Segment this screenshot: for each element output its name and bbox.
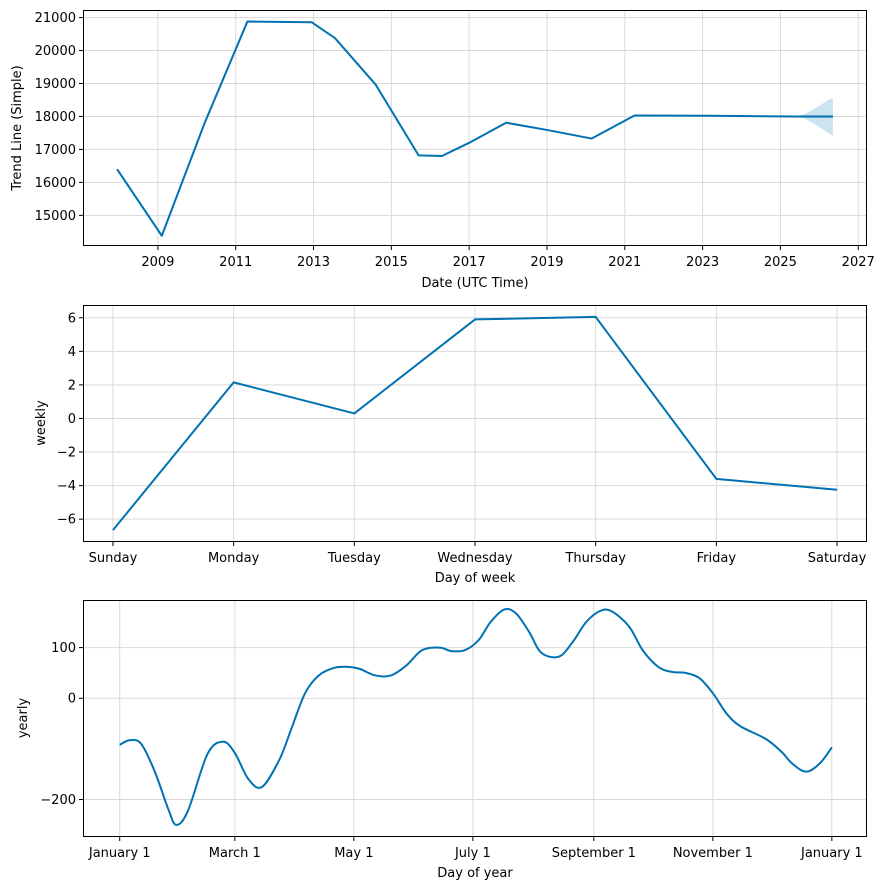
y-tick-label: 18000 <box>35 110 76 125</box>
y-tick-label: 21000 <box>35 11 76 26</box>
x-tick-label: Saturday <box>808 551 867 566</box>
weekly-ticks: Sunday Monday Tuesday Wednesday Thursday Frid… <box>57 311 867 566</box>
yearly-y-axis-label: yearly <box>16 698 31 739</box>
y-tick-label: −4 <box>57 479 76 494</box>
yearly-panel: January 1 March 1 May 1 July 1 September 1 No… <box>16 600 867 881</box>
y-tick-label: 19000 <box>35 77 76 92</box>
x-tick-label: March 1 <box>209 846 261 861</box>
trend-panel: 2009 2011 2013 2015 2017 2019 2021 2023 2025 2027… <box>10 10 875 291</box>
x-tick-label: May 1 <box>334 846 373 861</box>
weekly-panel: Sunday Monday Tuesday Wednesday Thursday Frid… <box>34 305 867 586</box>
x-tick-label: 2025 <box>764 255 797 270</box>
x-tick-label: 2017 <box>453 255 486 270</box>
x-tick-label: Monday <box>208 551 260 566</box>
x-tick-label: November 1 <box>673 846 753 861</box>
x-tick-label: January 1 <box>800 846 863 861</box>
y-tick-label: 2 <box>68 378 76 393</box>
trend-plot-frame <box>83 10 867 246</box>
y-tick-label: 17000 <box>35 143 76 158</box>
x-tick-label: Thursday <box>564 551 626 566</box>
y-tick-label: 0 <box>68 412 76 427</box>
trend-ticks: 2009 2011 2013 2015 2017 2019 2021 2023 2025 2027… <box>35 11 875 270</box>
x-tick-label: 2023 <box>686 255 719 270</box>
x-tick-label: 2009 <box>141 255 174 270</box>
y-tick-label: 20000 <box>35 44 76 59</box>
x-tick-label: 2027 <box>842 255 875 270</box>
yearly-series-line <box>119 607 833 826</box>
y-tick-label: −2 <box>57 446 76 461</box>
x-tick-label: 2015 <box>375 255 408 270</box>
x-tick-label: Sunday <box>89 551 138 566</box>
y-tick-label: 4 <box>68 345 76 360</box>
x-tick-label: 2019 <box>530 255 563 270</box>
y-tick-label: 15000 <box>35 209 76 224</box>
trend-y-axis-label: Trend Line (Simple) <box>10 65 25 191</box>
yearly-plot-frame <box>83 600 867 837</box>
x-tick-label: 2011 <box>219 255 252 270</box>
weekly-y-axis-label: weekly <box>34 400 49 446</box>
yearly-grid <box>84 601 866 836</box>
x-tick-label: Friday <box>697 551 737 566</box>
x-tick-label: 2013 <box>297 255 330 270</box>
x-tick-label: January 1 <box>88 846 151 861</box>
y-tick-label: −200 <box>40 793 76 808</box>
trend-grid <box>84 11 866 245</box>
weekly-grid <box>84 306 866 541</box>
y-tick-label: 0 <box>68 692 76 707</box>
trend-x-axis-label: Date (UTC Time) <box>421 276 528 291</box>
trend-series-line <box>116 20 833 237</box>
y-tick-label: 100 <box>51 641 76 656</box>
yearly-ticks: January 1 March 1 May 1 July 1 September 1 No… <box>40 641 862 861</box>
y-tick-label: 16000 <box>35 176 76 191</box>
weekly-series-line <box>112 315 838 531</box>
x-tick-label: July 1 <box>454 846 491 861</box>
x-tick-label: Wednesday <box>437 551 513 566</box>
weekly-x-axis-label: Day of week <box>435 571 516 586</box>
yearly-x-axis-label: Day of year <box>437 866 513 881</box>
y-tick-label: 6 <box>68 311 76 326</box>
x-tick-label: Tuesday <box>327 551 381 566</box>
y-tick-label: −6 <box>57 513 76 528</box>
x-tick-label: 2021 <box>608 255 641 270</box>
x-tick-label: September 1 <box>552 846 636 861</box>
